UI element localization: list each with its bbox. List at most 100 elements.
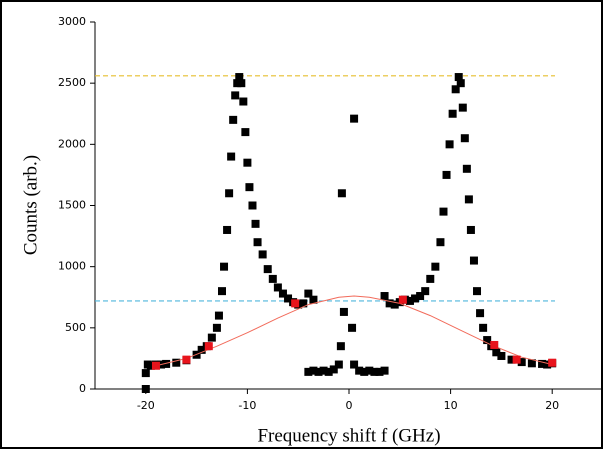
x-tick-label: 10	[444, 399, 458, 412]
data-point	[263, 265, 272, 274]
data-point	[390, 300, 399, 309]
data-point	[197, 345, 206, 354]
data-point	[141, 385, 150, 393]
data-point	[375, 367, 384, 376]
data-point	[462, 164, 471, 173]
data-point	[284, 294, 293, 303]
y-tick-label: 3000	[58, 15, 86, 28]
data-point	[299, 299, 308, 308]
y-tick-label: 500	[65, 321, 86, 334]
data-point	[337, 189, 346, 198]
data-point	[182, 355, 191, 364]
data-point	[319, 366, 328, 375]
data-point	[278, 289, 287, 298]
data-point	[304, 367, 313, 376]
data-point	[411, 294, 420, 303]
data-point	[214, 311, 223, 320]
data-point	[324, 367, 333, 376]
data-point	[512, 355, 521, 364]
data-point	[492, 348, 501, 357]
data-point	[223, 225, 232, 234]
y-tick-label: 1000	[58, 260, 86, 273]
data-point	[248, 201, 257, 210]
data-point	[543, 360, 552, 369]
data-point	[483, 336, 492, 345]
data-point	[421, 287, 430, 296]
x-tick-label: -10	[238, 399, 256, 412]
data-point	[405, 296, 414, 305]
data-point	[162, 359, 171, 368]
data-point	[336, 342, 345, 351]
data-point	[454, 73, 463, 82]
y-axis-label: Counts (arb.)	[20, 155, 41, 255]
data-point	[309, 366, 318, 375]
data-point	[212, 323, 221, 332]
data-point	[365, 366, 374, 375]
data-point	[439, 207, 448, 216]
data-point	[460, 134, 469, 143]
data-point	[431, 262, 440, 271]
data-point	[380, 366, 389, 375]
data-point	[268, 274, 277, 283]
data-point	[490, 340, 499, 349]
data-point	[436, 238, 445, 247]
data-point	[241, 128, 250, 137]
data-point	[517, 358, 526, 367]
data-point	[339, 307, 348, 316]
data-point	[466, 225, 475, 234]
data-point	[291, 299, 300, 308]
data-point	[329, 365, 338, 374]
data-point	[258, 250, 267, 259]
data-point	[469, 256, 478, 265]
data-point	[370, 367, 379, 376]
x-axis-label: Frequency shift f (GHz)	[257, 425, 440, 446]
data-point	[273, 283, 282, 292]
data-point	[334, 360, 343, 369]
y-tick-label: 2500	[58, 76, 86, 89]
data-point	[225, 189, 234, 198]
data-point	[426, 274, 435, 283]
data-point	[464, 195, 473, 204]
y-tick-label: 0	[79, 382, 86, 395]
data-point	[548, 358, 557, 367]
data-point	[360, 367, 369, 376]
data-point	[380, 292, 389, 301]
data-point	[416, 292, 425, 301]
y-tick-label: 1500	[58, 199, 86, 212]
data-point	[479, 323, 488, 332]
data-point	[309, 295, 318, 304]
data-point	[220, 262, 229, 271]
data-point	[527, 359, 536, 368]
data-point	[227, 152, 236, 161]
data-point	[350, 114, 359, 123]
data-point	[237, 79, 246, 88]
x-tick-label: 20	[545, 399, 559, 412]
data-point	[442, 170, 451, 179]
data-point	[445, 140, 454, 149]
y-tick-label: 2000	[58, 137, 86, 150]
data-point	[355, 366, 364, 375]
data-point	[385, 299, 394, 308]
fit-curve	[155, 295, 553, 367]
data-point	[304, 289, 313, 298]
data-point	[245, 183, 254, 192]
data-point	[233, 79, 242, 88]
data-point	[239, 97, 248, 106]
data-point	[398, 295, 407, 304]
data-point	[235, 73, 244, 82]
data-point	[218, 287, 226, 296]
x-tick-label: -20	[137, 399, 155, 412]
data-point	[458, 103, 467, 112]
data-point	[141, 369, 150, 378]
data-point	[473, 287, 482, 296]
data-point	[497, 351, 506, 360]
data-point	[207, 333, 216, 342]
data-point	[448, 109, 457, 118]
data-point	[451, 85, 460, 94]
data-point	[253, 238, 262, 247]
data-point	[348, 323, 357, 332]
data-point	[231, 91, 240, 100]
data-point	[314, 367, 323, 376]
